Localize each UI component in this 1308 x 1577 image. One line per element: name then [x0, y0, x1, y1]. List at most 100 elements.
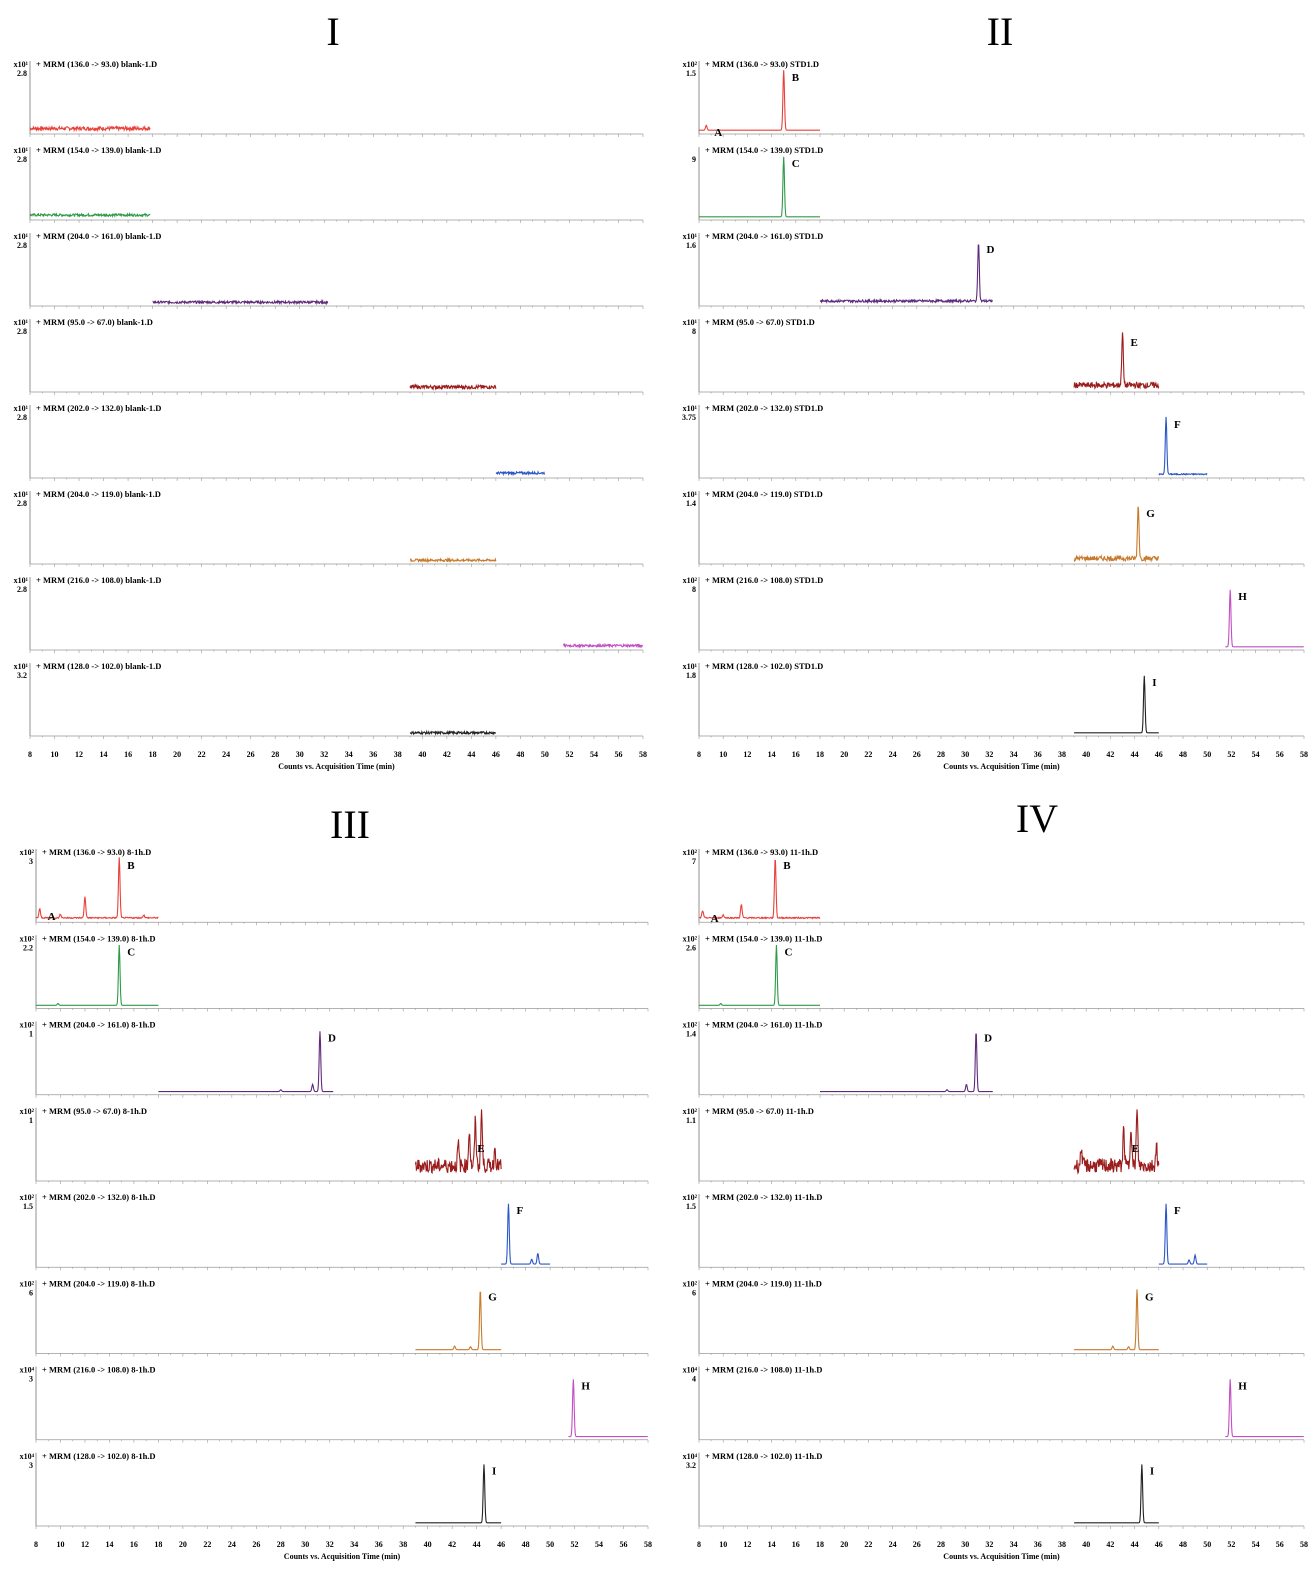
x-tick-label: 14	[768, 1540, 776, 1549]
chromatogram-trace	[1074, 1289, 1159, 1351]
trace-label: + MRM (95.0 -> 67.0) 8-1h.D	[42, 1106, 147, 1116]
x-tick-label: 50	[1203, 1540, 1211, 1549]
x-tick-label: 44	[473, 1540, 481, 1549]
peak-label: D	[987, 244, 995, 256]
x-tick-label: 24	[228, 1540, 236, 1549]
x-tick-label: 16	[124, 750, 132, 759]
x-axis-label: Counts vs. Acquisition Time (min)	[284, 1552, 401, 1561]
chromatogram-trace	[562, 642, 644, 649]
x-tick-label: 12	[743, 750, 751, 759]
x-tick-label: 16	[792, 1540, 800, 1549]
x-tick-label: 48	[1179, 1540, 1187, 1549]
y-exponent-label: x10²	[20, 1279, 35, 1288]
peak-label: G	[1145, 1291, 1154, 1303]
x-tick-label: 38	[399, 1540, 407, 1549]
y-exponent-label: x10¹	[14, 662, 29, 671]
y-exponent-label: x10¹	[14, 490, 29, 499]
x-tick-label: 50	[1203, 750, 1211, 759]
trace-label: + MRM (128.0 -> 102.0) 8-1h.D	[42, 1451, 156, 1461]
y-max-label: 1.8	[686, 671, 696, 680]
y-max-label: 8	[692, 327, 696, 336]
x-tick-label: 28	[937, 1540, 945, 1549]
trace-row: 9 + MRM (154.0 -> 139.0) STD1.D C	[692, 145, 1305, 223]
y-max-label: 2.8	[17, 327, 27, 336]
chromatogram-trace	[1158, 1203, 1208, 1265]
x-tick-label: 36	[369, 750, 377, 759]
chromatogram-trace	[698, 860, 821, 920]
x-tick-label: 48	[522, 1540, 530, 1549]
x-tick-label: 56	[1276, 1540, 1284, 1549]
y-exponent-label: x10²	[20, 1193, 35, 1202]
y-exponent-label: x10²	[20, 1021, 35, 1030]
y-max-label: 3.2	[17, 671, 27, 680]
chromatogram-trace	[1158, 416, 1208, 476]
chromatogram-trace	[699, 945, 820, 1006]
chromatogram-trace	[35, 857, 159, 920]
chromatogram-trace	[409, 383, 497, 391]
y-max-label: 1.4	[686, 499, 696, 508]
y-exponent-label: x10²	[683, 576, 698, 585]
x-tick-label: 58	[1300, 1540, 1308, 1549]
peak-label: B	[127, 860, 135, 872]
trace-label: + MRM (202.0 -> 132.0) 8-1h.D	[42, 1192, 156, 1202]
y-exponent-label: x10²	[683, 1107, 698, 1116]
panel-title: II	[987, 9, 1014, 54]
chromatogram-trace	[29, 211, 151, 219]
peak-label: F	[516, 1205, 523, 1217]
x-tick-label: 24	[222, 750, 230, 759]
y-exponent-label: x10¹	[14, 576, 29, 585]
x-tick-label: 40	[1082, 750, 1090, 759]
y-max-label: 4	[692, 1375, 696, 1384]
peak-label: G	[488, 1291, 497, 1303]
peak-label: D	[984, 1033, 992, 1045]
y-max-label: 9	[692, 155, 696, 164]
trace-label: + MRM (204.0 -> 119.0) STD1.D	[705, 489, 823, 499]
y-max-label: 7	[692, 857, 696, 866]
x-tick-label: 46	[1155, 1540, 1163, 1549]
y-max-label: 2.8	[17, 69, 27, 78]
x-tick-label: 14	[768, 750, 776, 759]
chromatogram-trace	[409, 729, 496, 736]
x-tick-label: 52	[1227, 750, 1235, 759]
chromatogram-trace	[699, 156, 820, 218]
x-tick-label: 34	[345, 750, 353, 759]
peak-label: H	[1238, 591, 1247, 603]
x-tick-label: 30	[301, 1540, 309, 1549]
chromatogram-trace	[36, 945, 159, 1006]
y-exponent-label: x10²	[683, 60, 698, 69]
x-tick-label: 20	[840, 750, 848, 759]
y-exponent-label: x10²	[20, 1107, 35, 1116]
panel-title: I	[326, 9, 339, 54]
y-exponent-label: x10⁴	[683, 1452, 698, 1461]
y-exponent-label: x10²	[683, 1279, 698, 1288]
y-max-label: 6	[29, 1288, 33, 1297]
chromatogram-trace	[495, 470, 545, 477]
y-max-label: 1	[29, 1030, 33, 1039]
x-tick-label: 22	[864, 1540, 872, 1549]
peak-label: H	[1238, 1381, 1247, 1393]
chromatogram-trace	[415, 1464, 502, 1524]
x-tick-label: 24	[889, 1540, 897, 1549]
trace-label: + MRM (95.0 -> 67.0) 11-1h.D	[705, 1106, 814, 1116]
x-tick-label: 28	[271, 750, 279, 759]
trace-label: + MRM (154.0 -> 139.0) 11-1h.D	[705, 933, 822, 943]
x-tick-label: 30	[296, 750, 304, 759]
x-tick-label: 54	[590, 750, 598, 759]
x-tick-label: 8	[34, 1540, 38, 1549]
x-tick-label: 22	[203, 1540, 211, 1549]
x-tick-label: 8	[28, 750, 32, 759]
x-tick-label: 10	[51, 750, 59, 759]
